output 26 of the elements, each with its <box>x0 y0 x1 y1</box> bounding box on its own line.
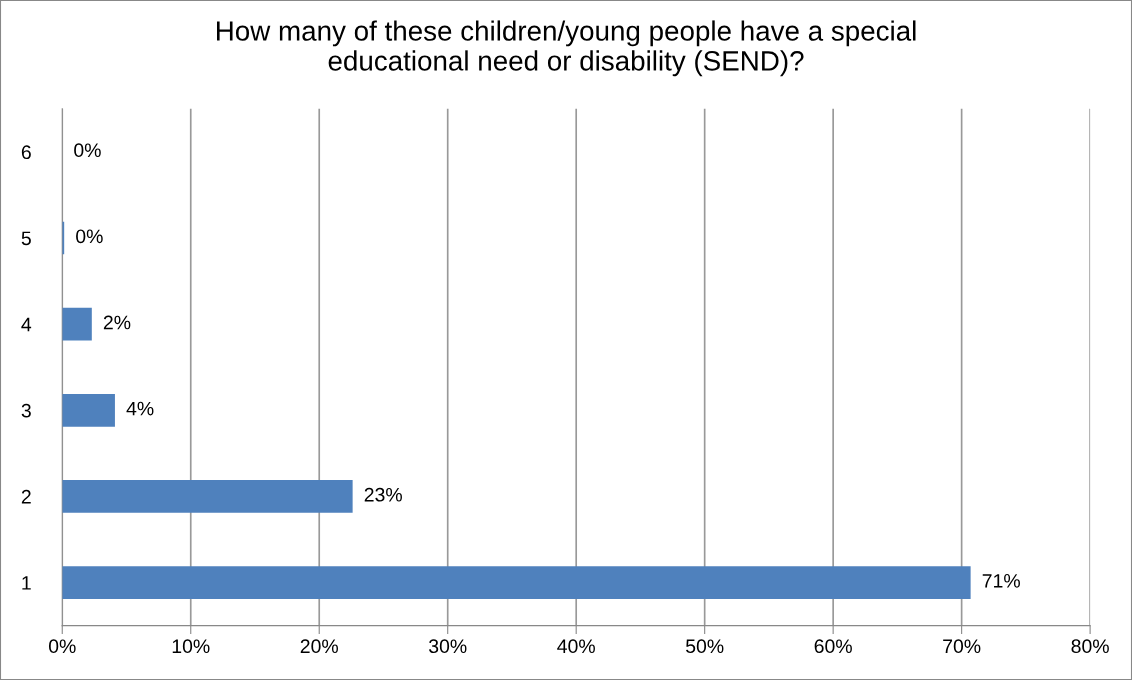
data-label: 23% <box>364 487 402 502</box>
y-tick-label: 3 <box>21 403 31 418</box>
x-tick-label: 20% <box>300 639 338 654</box>
x-tick-label: 0% <box>48 639 76 654</box>
bar <box>62 393 115 427</box>
chart-title: How many of these children/young people have a special educational need or disability (SEND)? <box>217 20 916 77</box>
x-tick-label: 10% <box>172 639 210 654</box>
data-label: 71% <box>982 574 1020 588</box>
y-tick-label: 1 <box>22 576 31 590</box>
data-label: 0% <box>74 143 101 158</box>
x-tick-label: 60% <box>814 639 852 654</box>
bar <box>62 307 92 341</box>
x-tick-label: 40% <box>557 639 595 654</box>
x-tick-label: 50% <box>685 639 724 654</box>
y-tick-label: 6 <box>21 145 31 160</box>
y-tick-label: 2 <box>21 489 31 504</box>
data-label: 2% <box>103 315 131 330</box>
x-tick-label: 30% <box>428 639 467 654</box>
data-label: 4% <box>126 401 154 416</box>
y-tick-label: 5 <box>21 231 31 246</box>
data-label: 0% <box>76 229 103 244</box>
bar <box>62 566 971 599</box>
bar <box>62 480 353 513</box>
y-tick-label: 4 <box>21 317 32 332</box>
x-tick-label: 80% <box>1071 639 1109 654</box>
x-tick-label: 70% <box>943 639 981 654</box>
